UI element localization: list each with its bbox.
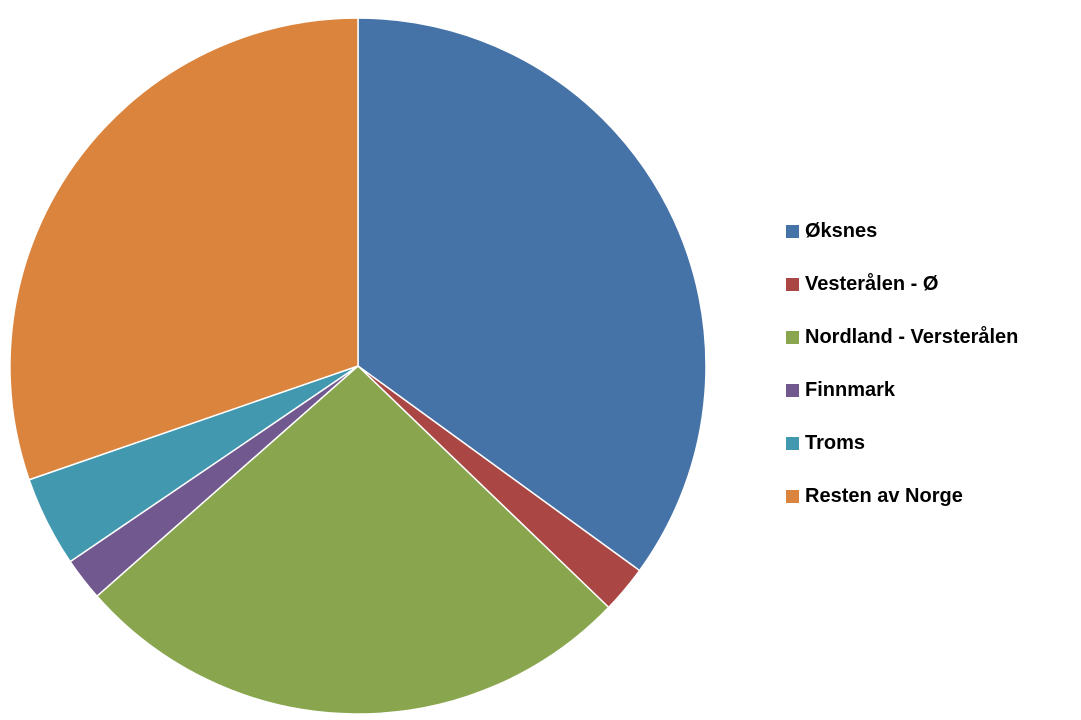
legend-swatch: [786, 383, 799, 397]
legend-label: Vesterålen - Ø: [805, 273, 939, 295]
legend-item-troms: Troms: [786, 430, 1018, 456]
legend-swatch: [786, 436, 799, 450]
pie-slice-2: [96, 365, 610, 715]
legend-item-finnmark: Finnmark: [786, 377, 1018, 403]
legend-label: Troms: [805, 432, 866, 454]
legend-item-øksnes: Øksnes: [786, 218, 1018, 244]
legend-swatch: [786, 277, 799, 291]
legend-swatch: [786, 489, 799, 503]
pie-plot-area: [9, 17, 707, 715]
pie-slice-0: [357, 17, 707, 572]
legend-label: Nordland - Versterålen: [805, 326, 1019, 348]
legend-item-resten-av-norge: Resten av Norge: [786, 483, 1018, 509]
legend-item-vesteralen-o: Vesterålen - Ø: [786, 271, 1018, 297]
chart-legend: Øksnes Vesterålen - Ø Nordland - Verster…: [786, 218, 1018, 536]
pie-slice-5: [9, 17, 359, 481]
legend-item-nordland-versteralen: Nordland - Versterålen: [786, 324, 1018, 350]
legend-swatch: [786, 224, 799, 238]
legend-swatch: [786, 330, 799, 344]
legend-label: Øksnes: [805, 220, 878, 242]
legend-label: Resten av Norge: [805, 485, 963, 507]
legend-label: Finnmark: [805, 379, 896, 401]
